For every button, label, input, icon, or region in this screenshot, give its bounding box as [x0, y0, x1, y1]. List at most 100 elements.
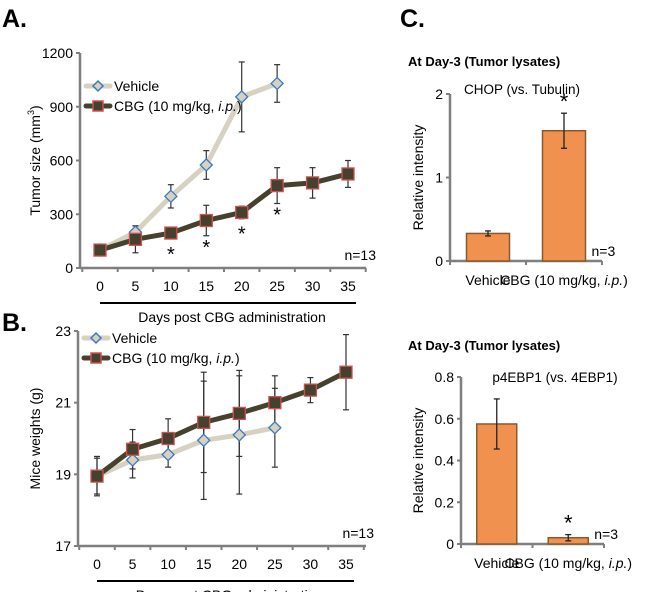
- legend-label-cbg: CBG (10 mg/kg, i.p.): [114, 98, 242, 114]
- y-tick-label: 600: [50, 153, 74, 169]
- y-tick-label: 2: [435, 86, 443, 102]
- category-label-cbg: CBG (10 mg/kg, i.p.): [504, 555, 632, 571]
- x-tick-label: 30: [303, 556, 319, 572]
- legend-label-cbg-italic: i.p.: [216, 350, 235, 366]
- x-tick-label: 15: [196, 556, 212, 572]
- panel-a-chart: 0 300 600 900 1200 0 5 10 15 20 25 30 35 Days post CB…: [26, 45, 376, 325]
- y-tick-label: 1: [435, 170, 443, 186]
- bar-vehicle: [465, 232, 511, 262]
- n-annotation: n=13: [342, 525, 374, 541]
- category-label-cbg-end: ): [627, 555, 632, 571]
- data-point-cbg: [90, 469, 104, 483]
- legend-marker-vehicle: [91, 79, 105, 93]
- legend-label-cbg-main: CBG (10 mg/kg,: [112, 350, 216, 366]
- data-point-vehicle: [161, 447, 176, 462]
- y-tick-label: 900: [50, 99, 74, 115]
- x-tick-label: 10: [163, 278, 179, 294]
- data-point-vehicle: [232, 427, 247, 442]
- x-tick-label: 20: [231, 556, 247, 572]
- data-point-cbg: [303, 383, 318, 397]
- data-point-cbg: [161, 431, 175, 446]
- y-axis-label-sup: 3: [26, 110, 36, 115]
- x-axis-label: Days post CBG administration: [138, 309, 326, 325]
- category-label-vehicle-main: Vehicle: [465, 272, 510, 288]
- data-point-vehicle: [199, 158, 214, 172]
- y-tick-label: 1200: [42, 45, 73, 61]
- bar-cbg: [541, 129, 587, 262]
- panel-c-p4ebp1-chart: At Day-3 (Tumor lysates) p4EBP1 (vs. 4EBP…: [408, 338, 632, 571]
- y-tick-label: 0.2: [435, 494, 455, 510]
- data-point-cbg: [128, 232, 143, 246]
- x-tick-label: 10: [160, 556, 176, 572]
- legend-label-cbg-italic: i.p.: [218, 98, 237, 114]
- y-tick-label: 0: [65, 260, 73, 276]
- x-tick-label: 25: [267, 556, 283, 572]
- y-axis-label: Relative intensity: [410, 125, 426, 231]
- significance-asterisk: *: [238, 223, 246, 245]
- legend-label-cbg: CBG (10 mg/kg, i.p.): [112, 350, 240, 366]
- data-point-cbg: [93, 243, 107, 257]
- x-tick-label: 0: [93, 556, 101, 572]
- n-annotation: n=3: [592, 243, 616, 259]
- y-tick-label: 19: [55, 466, 71, 482]
- panel-label-c: C.: [400, 5, 425, 33]
- legend-marker-cbg: [92, 100, 104, 112]
- data-point-cbg: [341, 167, 355, 181]
- panel-c-chop-chart: At Day-3 (Tumor lysates) CHOP (vs. Tubuli…: [408, 54, 628, 288]
- x-tick-label: 15: [198, 278, 214, 294]
- y-tick-label: 21: [55, 395, 71, 411]
- category-label-vehicle-main: Vehicle: [474, 555, 519, 571]
- y-axis-label: Mice weights (g): [27, 388, 43, 490]
- significance-asterisk: *: [167, 244, 175, 266]
- data-point-cbg: [339, 365, 353, 379]
- data-point-cbg: [197, 415, 211, 430]
- significance-asterisk: *: [560, 89, 569, 114]
- y-axis-label: Relative intensity: [410, 408, 426, 514]
- legend-label-cbg-end: ): [235, 350, 240, 366]
- y-axis-label-main: Tumor size (mm: [27, 115, 43, 216]
- panel-b-chart: 17 19 21 23 0 5 10 15 20 25 30 35 Days post CBG admi…: [27, 323, 374, 592]
- x-tick-label: 35: [340, 278, 356, 294]
- x-tick-label: 25: [269, 278, 285, 294]
- y-tick-label: 23: [55, 323, 71, 339]
- data-point-cbg: [270, 178, 284, 193]
- y-tick-label: 0: [446, 536, 454, 552]
- panel-heading: At Day-3 (Tumor lysates): [408, 54, 560, 69]
- y-tick-label: 300: [50, 206, 74, 222]
- category-label-cbg: CBG (10 mg/kg, i.p.): [500, 272, 628, 288]
- category-label-cbg-main: CBG (10 mg/kg,: [500, 272, 604, 288]
- legend-label-cbg-main: CBG (10 mg/kg,: [114, 98, 218, 114]
- chart-title: CHOP (vs. Tubulin): [464, 82, 580, 97]
- data-point-cbg: [232, 406, 246, 421]
- significance-asterisk: *: [564, 511, 573, 536]
- chart-title: p4EBP1 (vs. 4EBP1): [492, 370, 617, 385]
- data-point-cbg: [235, 205, 249, 220]
- x-axis-label: Days post CBG administration: [136, 587, 324, 592]
- legend-label-cbg-end: ): [237, 98, 242, 114]
- significance-asterisk: *: [273, 205, 281, 227]
- y-axis-label: Tumor size (mm3): [26, 105, 43, 215]
- data-point-cbg: [164, 226, 178, 240]
- data-point-vehicle: [125, 453, 140, 467]
- x-tick-label: 30: [305, 278, 321, 294]
- data-point-vehicle: [270, 76, 285, 91]
- n-annotation: n=3: [594, 526, 618, 542]
- category-label-cbg-italic: i.p.: [604, 272, 623, 288]
- data-point-cbg: [125, 442, 140, 456]
- y-tick-label: 0.8: [435, 369, 455, 385]
- n-annotation: n=13: [344, 247, 376, 263]
- panel-label-b: B.: [2, 309, 27, 337]
- panel-heading: At Day-3 (Tumor lysates): [408, 338, 560, 353]
- legend-marker-cbg: [90, 352, 102, 364]
- y-tick-label: 17: [55, 538, 71, 554]
- legend-label-vehicle: Vehicle: [114, 78, 159, 94]
- data-point-cbg: [305, 176, 320, 190]
- data-point-vehicle: [267, 420, 282, 435]
- data-point-cbg: [268, 396, 282, 410]
- y-axis-label-close: ): [27, 105, 43, 110]
- category-label-vehicle: Vehicle: [465, 272, 510, 288]
- category-label-cbg-main: CBG (10 mg/kg,: [504, 555, 608, 571]
- x-tick-label: 0: [96, 278, 104, 294]
- y-tick-label: 0: [435, 253, 443, 269]
